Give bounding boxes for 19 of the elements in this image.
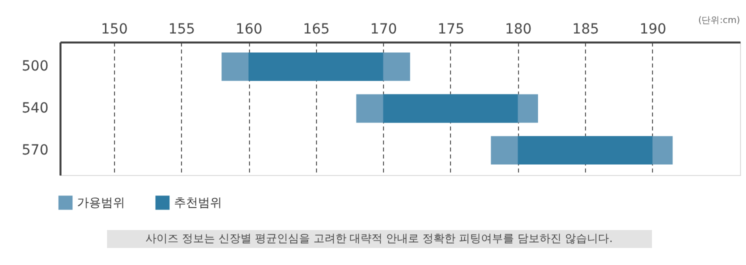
y-tick-label: 570 [22,142,48,158]
x-tick-label: 165 [302,22,330,38]
x-tick-label: 150 [100,22,128,38]
bar [518,136,652,165]
x-tick-label: 185 [572,22,600,38]
bar [248,52,384,81]
x-tick-label: 170 [370,22,398,38]
x-tick-label: 155 [168,22,196,38]
text: (단위:cm) [698,16,740,26]
bar [383,94,518,123]
x-tick-label: 190 [640,22,666,38]
y-tick-label: 540 [22,100,48,116]
legend-label: 추천범위 [174,196,222,210]
x-tick-label: 175 [438,22,464,38]
x-tick-label: 180 [504,22,532,38]
text: 사이즈 정보는 신장별 평균인심을 고려한 대략적 안내로 정확한 피팅여부를 담보하진 않습니다. [145,232,613,245]
legend-label: 가용범위 [77,196,125,210]
x-tick-label: 160 [236,22,262,38]
y-tick-label: 500 [22,58,48,75]
